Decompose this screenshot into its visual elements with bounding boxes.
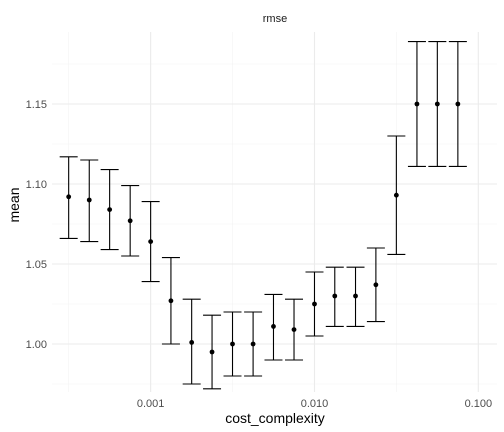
error-bar-group (141, 201, 160, 283)
x-axis-title: cost_complexity (225, 410, 325, 426)
error-bar-group (305, 271, 324, 337)
mean-point (127, 218, 133, 224)
error-bar-group (161, 257, 180, 345)
data-marks (59, 41, 467, 390)
mean-point (455, 101, 461, 107)
error-bar-group (264, 293, 283, 361)
error-bar-group (428, 41, 447, 167)
mean-point (230, 341, 235, 347)
mean-point (353, 293, 358, 299)
error-bar-group (121, 185, 140, 257)
error-bar-group (366, 247, 385, 323)
error-bar-group (59, 156, 78, 239)
axis-labels: 1.00 1.05 1.10 1.15 0.001 0.010 0.100 (26, 99, 493, 410)
mean-point (434, 101, 440, 107)
error-bar-group (223, 311, 242, 377)
mean-point (414, 101, 420, 107)
x-tick-label: 0.001 (137, 398, 165, 410)
mean-point (271, 324, 276, 329)
error-bar-group (325, 266, 344, 327)
error-bar-group (100, 169, 119, 251)
mean-point (291, 327, 297, 332)
error-bar-group (407, 41, 426, 167)
x-tick-label: 0.010 (301, 398, 329, 410)
facet-strip-label: rmse (263, 13, 287, 25)
y-tick-label: 1.05 (26, 259, 47, 271)
mean-point (189, 340, 195, 345)
mean-point (86, 197, 92, 203)
error-bar-group (448, 41, 467, 167)
mean-point (312, 301, 317, 307)
mean-point (209, 349, 215, 355)
mean-point (66, 194, 72, 200)
error-bar-group (203, 314, 222, 390)
y-tick-label: 1.00 (26, 339, 47, 351)
error-bar-group (346, 266, 365, 327)
y-tick-label: 1.15 (26, 99, 47, 111)
mean-point (373, 282, 379, 288)
mean-point (107, 207, 113, 213)
error-bar-group (387, 135, 406, 255)
error-bar-group (80, 159, 99, 243)
y-axis-title: mean (6, 187, 22, 222)
mean-point (168, 298, 174, 304)
error-bar-group (285, 298, 304, 361)
y-tick-label: 1.10 (26, 179, 47, 191)
grid-lines (52, 32, 497, 392)
error-bar-group (182, 298, 201, 385)
x-tick-label: 0.100 (465, 398, 493, 410)
mean-point (250, 341, 256, 347)
error-bar-group (244, 311, 263, 377)
mean-point (148, 239, 154, 245)
mean-point (393, 192, 399, 198)
mean-point (332, 293, 338, 299)
